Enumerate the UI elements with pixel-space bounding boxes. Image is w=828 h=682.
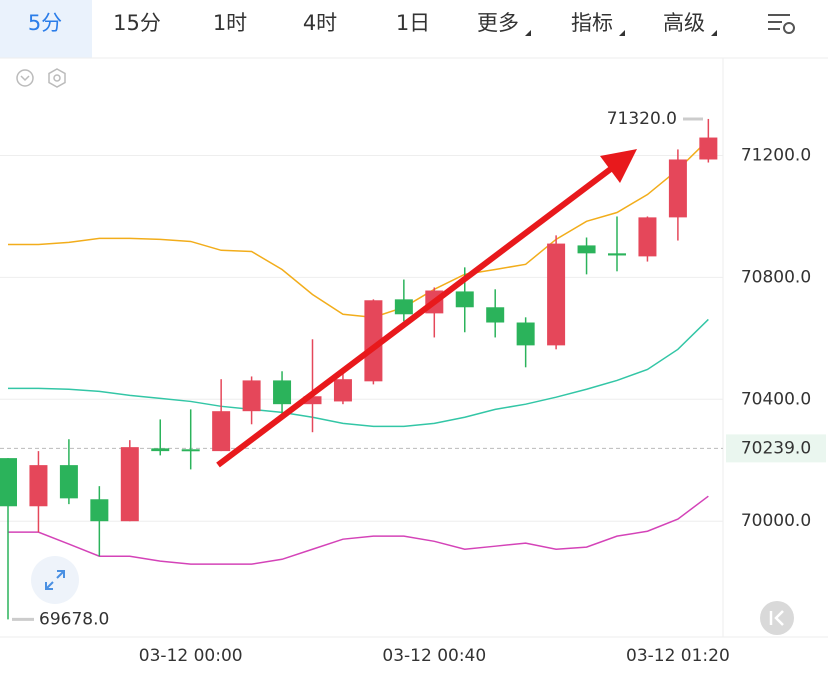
band-line xyxy=(8,495,709,565)
y-tick-label: 70400.0 xyxy=(741,389,811,409)
candle-body xyxy=(212,411,231,452)
band-line xyxy=(8,139,709,319)
candle-body xyxy=(394,299,413,315)
candle-body xyxy=(29,465,48,507)
candle-body xyxy=(455,291,474,308)
candle-body xyxy=(90,499,109,522)
settings-icon[interactable] xyxy=(768,14,795,34)
indicator-icons[interactable] xyxy=(16,68,66,88)
candle-body xyxy=(0,458,17,507)
tab[interactable]: 15分 xyxy=(113,11,161,35)
candle-body xyxy=(242,380,261,412)
x-tick-label: 03-12 01:20 xyxy=(626,646,730,666)
dropdown-caret xyxy=(619,30,625,36)
active-tab-bg xyxy=(0,0,92,58)
y-tick-label: 70800.0 xyxy=(741,267,811,287)
candle-body xyxy=(181,449,200,452)
tab[interactable]: 1时 xyxy=(213,11,247,35)
min-label: 69678.0 xyxy=(39,609,109,629)
candle-body xyxy=(699,137,718,160)
expand-button[interactable] xyxy=(31,556,79,604)
candle-body xyxy=(273,380,292,405)
candle-body xyxy=(638,217,657,257)
candle-body xyxy=(516,322,535,346)
tab[interactable]: 高级 xyxy=(663,11,705,35)
candle-body xyxy=(364,300,383,382)
dropdown-caret xyxy=(711,30,717,36)
tab[interactable]: 指标 xyxy=(571,11,613,35)
x-tick-label: 03-12 00:40 xyxy=(382,646,486,666)
candle-body xyxy=(668,159,687,218)
tab[interactable]: 1日 xyxy=(396,11,430,35)
candle-body xyxy=(547,243,566,346)
candle-body xyxy=(577,245,596,254)
tab[interactable]: 5分 xyxy=(28,11,62,35)
candle-body xyxy=(608,253,626,256)
price-tag xyxy=(726,434,826,463)
candle-body xyxy=(59,465,78,499)
tab[interactable]: 更多 xyxy=(477,11,519,35)
toolbar xyxy=(0,0,828,58)
candle-body xyxy=(151,448,170,452)
dropdown-caret xyxy=(525,30,531,36)
x-tick-label: 03-12 00:00 xyxy=(139,646,243,666)
max-label: 71320.0 xyxy=(607,109,677,129)
price-label: 70239.0 xyxy=(741,438,811,458)
tab[interactable]: 4时 xyxy=(303,11,337,35)
band-line xyxy=(8,318,709,428)
candle-body xyxy=(120,447,139,522)
candle-body xyxy=(486,307,505,323)
candle-body xyxy=(303,396,322,405)
y-tick-label: 70000.0 xyxy=(741,511,811,531)
trend-arrow xyxy=(216,149,637,468)
scroll-end-button[interactable] xyxy=(760,601,794,635)
y-tick-label: 71200.0 xyxy=(741,146,811,166)
candle-body xyxy=(333,379,352,402)
